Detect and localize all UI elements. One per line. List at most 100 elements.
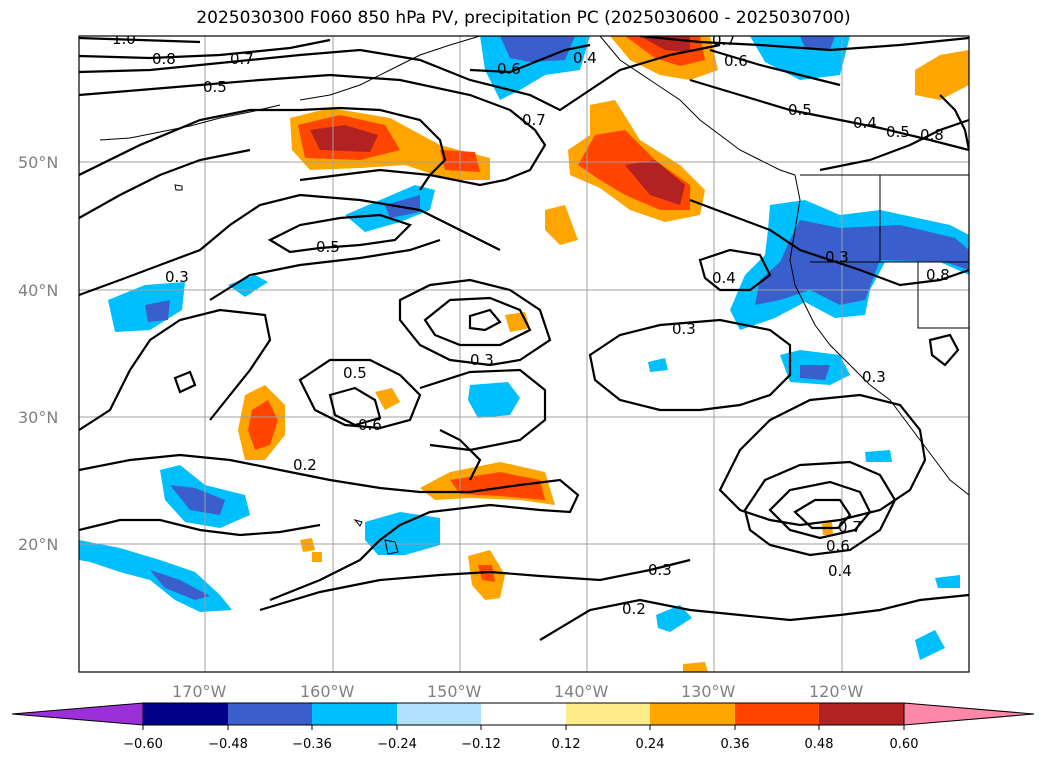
colorbar-segment (650, 703, 735, 725)
precip-negative-core (500, 36, 575, 62)
colorbar-segment (397, 703, 481, 725)
contour-label: 0.6 (358, 416, 382, 434)
pv-contour-small (928, 333, 960, 367)
precip-positive-core (310, 125, 378, 152)
lon-labels: 170°W 160°W 150°W 140°W 130°W 120°W (172, 682, 864, 701)
pv-contour-0.5 (267, 213, 413, 254)
colorbar-label: 0.12 (552, 737, 581, 752)
pv-contour-small (468, 308, 502, 332)
contour-label: 0.6 (826, 537, 850, 555)
colorbar-label: −0.24 (377, 737, 417, 752)
contour-label: 0.5 (788, 101, 812, 119)
pv-contour-0.6 (328, 386, 382, 427)
precip-negative-area (865, 450, 892, 462)
pv-contour-0.5 (439, 429, 482, 481)
contour-label: 0.5 (343, 364, 367, 382)
pv-contour-0.2 (79, 518, 321, 537)
precip-negative-area (915, 630, 945, 660)
pv-contour-0.8 (939, 94, 969, 151)
precip-positive-area (300, 538, 315, 552)
contour-label: 0.3 (672, 320, 696, 338)
precip-negative-core (800, 365, 830, 380)
pv-contour-0.3 (718, 393, 927, 527)
lat-label: 30°N (18, 408, 58, 427)
pv-contour-0.5 (819, 118, 969, 172)
pv-contour-0.4 (743, 460, 897, 557)
contour-label: 0.3 (470, 351, 494, 369)
contour-label: 0.5 (316, 238, 340, 256)
contour-label: 0.8 (920, 126, 944, 144)
precip-positive-core (248, 400, 278, 450)
precip-positive-area (545, 205, 578, 245)
contour-label: 1.0 (112, 30, 136, 48)
pv-contour-0.3 (419, 368, 547, 452)
lon-label: 160°W (300, 682, 355, 701)
precip-positive-area (915, 50, 969, 100)
island (384, 539, 399, 555)
pv-contour-0.2 (79, 453, 580, 602)
contour-label: 0.2 (293, 456, 317, 474)
contour-label: 0.7 (230, 50, 254, 68)
colorbar: −0.60 −0.48 −0.36 −0.24 −0.12 0.12 0.24 … (11, 702, 1035, 752)
contour-label: 0.6 (724, 52, 748, 70)
pv-contour-0.2 (539, 593, 969, 641)
pv-contour-0.6 (709, 48, 841, 87)
precip-positive-area (312, 552, 322, 562)
pv-contour-0.4 (423, 296, 532, 347)
pv-contour-1.0 (79, 36, 201, 44)
map-title: 2025030300 F060 850 hPa PV, precipitatio… (196, 8, 851, 28)
colorbar-ticks (142, 725, 905, 730)
contour-label: 0.3 (165, 268, 189, 286)
colorbar-label: −0.60 (123, 737, 163, 752)
island (174, 184, 183, 191)
precip-negative-area (648, 358, 668, 372)
precip-negative-area (935, 575, 960, 588)
contour-labels: 1.0 0.8 0.7 0.5 0.6 0.4 0.7 0.6 0.7 0.5 … (112, 30, 950, 618)
coastline-alaska (299, 36, 481, 101)
pv-contour-0.7 (79, 43, 721, 112)
map-frame (78, 35, 970, 673)
coastline-british-columbia (599, 36, 796, 176)
colorbar-label: 0.24 (636, 737, 665, 752)
pv-contour-0.7 (793, 498, 852, 530)
contour-label: 0.6 (497, 60, 521, 78)
colorbar-extend-high (903, 702, 1035, 726)
pv-contour-0.3 (79, 308, 272, 431)
lon-label: 170°W (172, 682, 227, 701)
colorbar-label: −0.12 (461, 737, 501, 752)
precip-negative-area (468, 382, 520, 418)
contour-label: 0.3 (825, 248, 849, 266)
colorbar-segment (819, 703, 904, 725)
lon-label: 150°W (427, 682, 482, 701)
precip-negative-area (228, 275, 268, 297)
contour-label: 0.7 (522, 111, 546, 129)
precip-negative-core (800, 36, 835, 50)
lon-label: 130°W (681, 682, 736, 701)
pv-contours (79, 36, 969, 641)
colorbar-segment (143, 703, 228, 725)
colorbar-segment (566, 703, 650, 725)
lon-label: 120°W (809, 682, 864, 701)
contour-label: 0.4 (712, 269, 736, 287)
colorbar-label: 0.36 (721, 737, 750, 752)
contour-label: 0.7 (712, 31, 736, 49)
contour-label: 0.4 (828, 562, 852, 580)
pv-contour-0.3 (79, 193, 501, 297)
coastlines (99, 36, 969, 555)
lat-label: 20°N (18, 535, 58, 554)
colorbar-segment (735, 703, 819, 725)
pv-contour-0.3 (259, 558, 691, 612)
colorbar-extend-low (11, 702, 144, 726)
pv-contour-0.5 (79, 73, 547, 187)
pv-contour-0.4 (209, 238, 441, 301)
pv-contour-0.3 (588, 318, 792, 412)
colorbar-outline (142, 702, 905, 726)
contour-label: 0.8 (152, 50, 176, 68)
lat-labels: 50°N 40°N 30°N 20°N (18, 153, 58, 554)
island (353, 519, 363, 527)
pv-contour-0.4 (79, 106, 447, 191)
pv-contour-0.7 (639, 36, 969, 52)
colorbar-label: 0.60 (890, 737, 919, 752)
precip-positive-core (478, 565, 495, 582)
